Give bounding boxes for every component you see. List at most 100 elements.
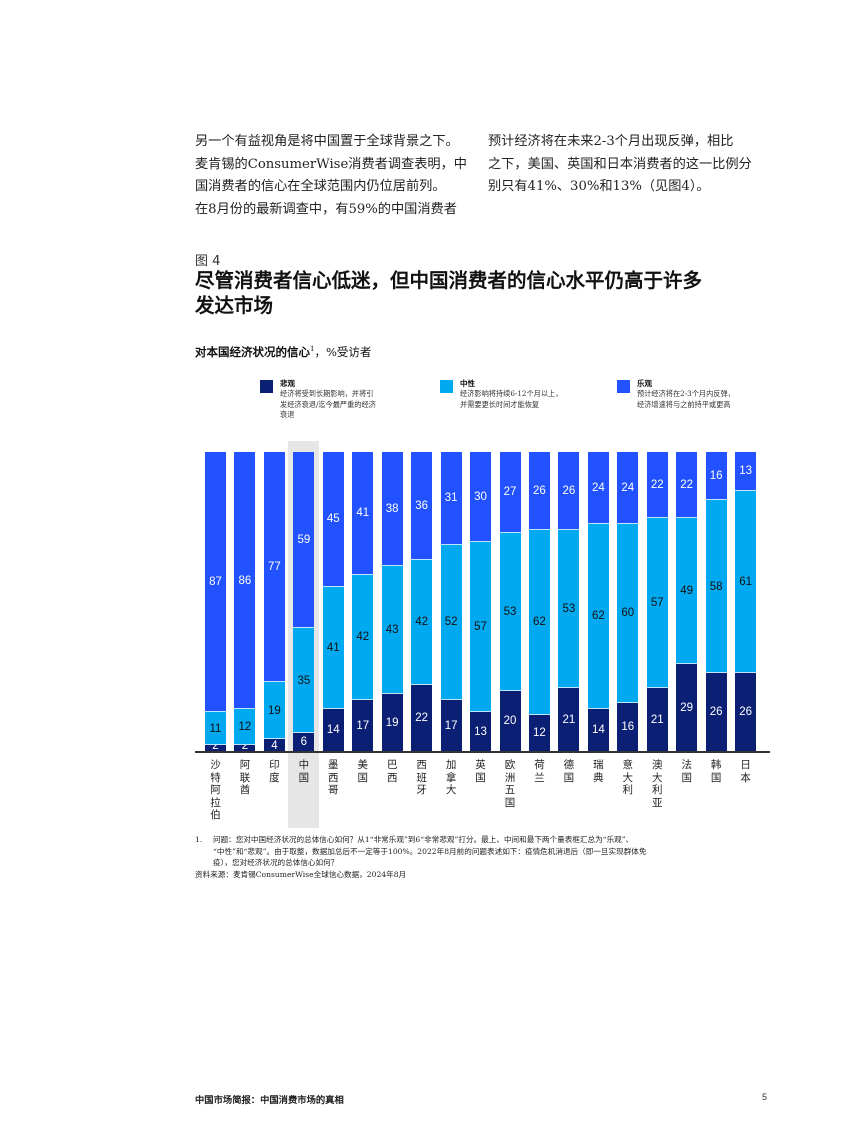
bar-13: 14 62 24 — [587, 452, 609, 751]
legend-description: 经济将受到长期影响，并将引 发经济衰退/迄今最严重的经济 衰退 — [280, 389, 376, 421]
category-label: 阿联酋 — [239, 759, 251, 796]
footer-title: 中国市场简报：中国消费市场的真相 — [195, 1095, 344, 1106]
body-text-left-column: 另一个有益视角是将中国置于全球背景之下。 麦肯锡的ConsumerWise消费者… — [195, 131, 467, 221]
data-label: 29 — [680, 701, 694, 714]
bar-segment-pessimistic — [558, 688, 580, 751]
bar-segment-neutral — [263, 682, 285, 740]
bar-segment-pessimistic — [470, 712, 492, 751]
footnote-number: 1. — [195, 835, 203, 844]
bar-segment-neutral — [352, 574, 374, 701]
bar-11: 12 62 26 — [528, 452, 550, 751]
data-label: 62 — [591, 610, 605, 623]
legend-swatch-neutral — [440, 380, 453, 393]
legend-desc-line: 预计经济将在2-3个月内反弹， — [637, 389, 735, 398]
chart-subtitle: 对本国经济状况的信心1，%受访者 — [195, 344, 371, 360]
bar-segment-pessimistic — [528, 715, 550, 751]
source-note: 资料来源：麦肯锡ConsumerWise全球信心数据，2024年8月 — [195, 870, 407, 879]
footnote-line: 问题：您对中国经济状况的总体信心如何？从1“非常乐观”到6“非常悲观”打分。最上… — [213, 835, 634, 844]
data-label: 6 — [300, 736, 308, 749]
bar-segment-optimistic — [617, 452, 639, 524]
bar-segment-pessimistic — [646, 688, 668, 751]
data-label: 53 — [562, 602, 576, 615]
page-number: 5 — [762, 1092, 768, 1102]
bar-4: 14 41 45 — [322, 452, 344, 751]
bar-segment-neutral — [528, 529, 550, 716]
bar-segment-neutral — [234, 709, 256, 746]
bar-2: 4 19 77 — [263, 452, 285, 752]
body-text-right-column: 预计经济将在未来2-3个月出现反弹，相比 之下，美国、英国和日本消费者的这一比例… — [488, 131, 752, 199]
bar-7: 22 42 36 — [411, 452, 433, 751]
category-label: 中国 — [298, 759, 310, 784]
data-label: 42 — [356, 631, 370, 644]
body-text-line: 麦肯锡的ConsumerWise消费者调查表明，中 — [195, 156, 467, 172]
body-text-line: 别只有41%、30%和13%（见图4）。 — [488, 179, 710, 194]
bar-segment-neutral — [381, 565, 403, 695]
legend-desc-line: 经济影响将持续6-12个月以上， — [460, 389, 563, 398]
bar-6: 19 43 38 — [381, 452, 403, 751]
data-label: 20 — [503, 715, 517, 728]
data-label: 22 — [650, 478, 664, 491]
data-label: 53 — [503, 605, 517, 618]
bar-segment-neutral — [293, 628, 315, 734]
bar-1: 2 12 86 — [234, 452, 256, 752]
bar-segment-optimistic — [205, 452, 226, 713]
category-label: 西班牙 — [416, 759, 427, 796]
category-label: 日本 — [740, 759, 751, 784]
legend-desc-line: 衰退 — [280, 410, 295, 419]
bar-segment-optimistic — [735, 452, 757, 491]
bar-segment-neutral — [440, 544, 462, 701]
bar-segment-optimistic — [470, 452, 492, 542]
data-label: 62 — [533, 616, 546, 629]
data-label: 38 — [385, 502, 399, 515]
legend-desc-line: 经济将受到长期影响，并将引 — [280, 389, 374, 398]
data-label: 19 — [385, 716, 399, 729]
chart-subtitle-unit: ，%受访者 — [314, 345, 372, 359]
body-text-line: 预计经济将在未来2-3个月出现反弹，相比 — [488, 134, 734, 149]
legend-desc-line: 并需要更长时间才能恢复 — [460, 399, 540, 409]
stacked-bar-chart: 2 11 87 沙特阿拉伯 2 12 86 阿联酋 4 19 77 印度 6 35 59 中国 14 41 45 墨西… — [195, 438, 771, 828]
category-label: 澳大利亚 — [652, 759, 663, 809]
bar-segment-pessimistic — [705, 673, 727, 751]
data-label: 17 — [444, 719, 458, 732]
footnote-line: “中性”和“悲观”。由于取整，数据加总后不一定等于100%。2022年8月前的问… — [213, 846, 647, 856]
data-label: 24 — [621, 481, 635, 494]
data-label: 24 — [591, 481, 605, 494]
bar-segment-pessimistic — [735, 673, 757, 751]
data-label: 16 — [621, 721, 635, 734]
data-label: 26 — [533, 484, 546, 497]
data-label: 27 — [503, 486, 517, 499]
bar-5: 17 42 41 — [352, 452, 374, 751]
data-label: 4 — [267, 740, 282, 752]
bar-segment-neutral — [470, 541, 492, 713]
data-label: 16 — [709, 469, 723, 482]
bar-16: 29 49 22 — [676, 452, 698, 751]
data-label: 21 — [562, 713, 576, 726]
bar-3: 6 35 59 — [293, 452, 315, 751]
category-label: 墨西哥 — [328, 759, 339, 796]
footnote-row: 1. 问题：您对中国经济状况的总体信心如何？从1“非常乐观”到6“非常悲观”打分… — [195, 834, 770, 869]
bar-9: 13 57 30 — [470, 452, 492, 751]
data-label: 12 — [533, 727, 546, 740]
bar-15: 21 57 22 — [646, 452, 668, 751]
data-label: 41 — [326, 641, 340, 654]
data-label: 36 — [415, 499, 429, 512]
bar-segment-optimistic — [705, 452, 727, 500]
bar-segment-pessimistic — [293, 733, 315, 751]
data-label: 52 — [444, 616, 458, 629]
category-label: 荷兰 — [534, 759, 545, 784]
figure-title: 尽管消费者信心低迷，但中国消费者的信心水平仍高于许多 发达市场 — [195, 268, 702, 318]
category-label: 德国 — [563, 759, 575, 784]
data-label: 26 — [739, 706, 752, 719]
data-label: 22 — [680, 478, 694, 491]
bar-segment-optimistic — [528, 452, 550, 530]
legend-desc-line: 经济增速将与之前持平或更高 — [637, 399, 731, 409]
data-label: 13 — [474, 725, 487, 738]
bar-segment-optimistic — [411, 452, 433, 560]
data-label: 35 — [297, 674, 311, 687]
category-label: 巴西 — [386, 759, 398, 784]
footnote-ref: 1 — [310, 345, 315, 354]
bar-segment-optimistic — [234, 452, 256, 710]
data-label: 57 — [650, 597, 664, 609]
x-axis-baseline — [195, 751, 771, 753]
legend-desc-line: 发经济衰退/迄今最严重的经济 — [280, 399, 376, 409]
